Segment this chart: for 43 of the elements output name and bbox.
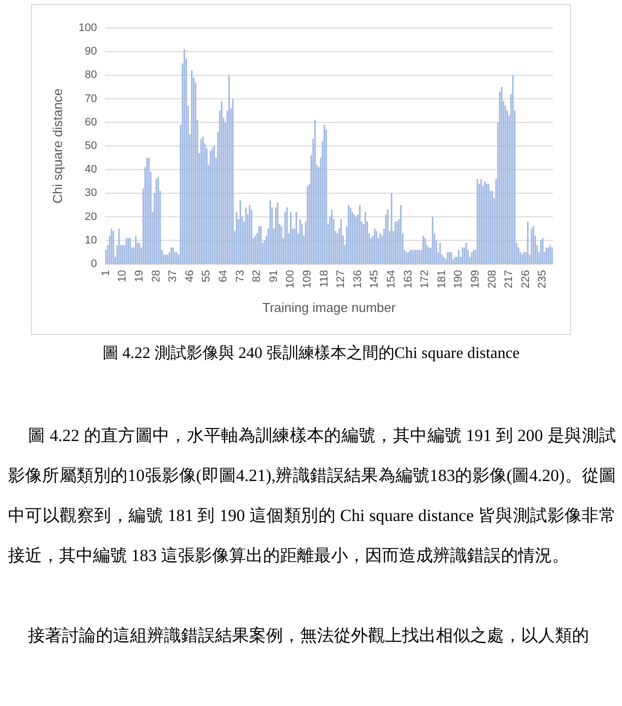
y-tick-label: 80 <box>84 69 97 82</box>
x-tick-label: 64 <box>218 270 230 282</box>
x-tick-label: 235 <box>536 270 549 288</box>
x-tick-label: 217 <box>503 270 516 288</box>
y-tick-label: 20 <box>84 210 97 223</box>
y-tick-label: 70 <box>84 92 97 105</box>
x-tick-label: 46 <box>184 270 196 282</box>
x-tick-label: 28 <box>150 270 162 282</box>
x-tick-label: 91 <box>268 270 280 282</box>
x-tick-label: 55 <box>200 270 213 282</box>
x-tick-label: 172 <box>419 270 432 288</box>
x-axis-title: Training image number <box>262 300 396 315</box>
x-tick-label: 100 <box>284 270 297 288</box>
x-tick-label: 181 <box>436 270 448 288</box>
text: 圖 4.22 的直方圖中，水平軸為訓練樣本的編號，其中編號 191 到 200 是與測試影像所屬類別的10張影像(即圖4.21),辨識錯誤結果為編號183的影像(圖4.20)。從圖中可以觀察到，編號 181 到 190 這個類別的 Chi square distance 皆與測試影像非常接近，其中編號 183 這張影像算出的距離最小，因而造成辨識錯誤的情況。 <box>8 426 616 565</box>
y-tick-label: 90 <box>84 46 97 58</box>
x-tick-label: 208 <box>486 270 498 288</box>
y-tick-label: 40 <box>84 164 97 176</box>
x-tick-label: 199 <box>470 270 482 288</box>
x-tick-label: 1 <box>100 270 112 276</box>
x-tick-label: 37 <box>167 270 180 282</box>
x-tick-label: 19 <box>134 270 146 282</box>
x-tick-label: 163 <box>402 270 414 288</box>
y-axis-title: Chi square distance <box>50 88 65 204</box>
y-tick-label: 100 <box>78 22 97 34</box>
y-tick-label: 30 <box>84 187 97 200</box>
x-tick-label: 136 <box>352 270 364 288</box>
x-tick-label: 118 <box>318 270 330 288</box>
x-tick-label: 109 <box>302 270 314 288</box>
x-tick-label: 190 <box>452 270 465 288</box>
x-tick-label: 10 <box>116 270 129 282</box>
x-tick-label: 226 <box>520 270 532 288</box>
x-tick-label: 154 <box>386 270 398 288</box>
y-tick-label: 10 <box>84 234 97 246</box>
x-tick-label: 73 <box>234 270 246 282</box>
y-tick-label: 60 <box>84 116 97 128</box>
y-tick-label: 50 <box>84 140 97 152</box>
x-tick-label: 145 <box>368 270 381 288</box>
y-tick-label: 0 <box>90 258 97 270</box>
x-tick-label: 82 <box>251 270 264 282</box>
text: 接著討論的這組辨識錯誤結果案例，無法從外觀上找出相似之處，以人類的 <box>27 625 590 647</box>
x-tick-label: 127 <box>335 270 348 288</box>
text: 圖 4.22 測試影像與 240 張訓練樣本之間的Chi square distance <box>101 344 521 364</box>
